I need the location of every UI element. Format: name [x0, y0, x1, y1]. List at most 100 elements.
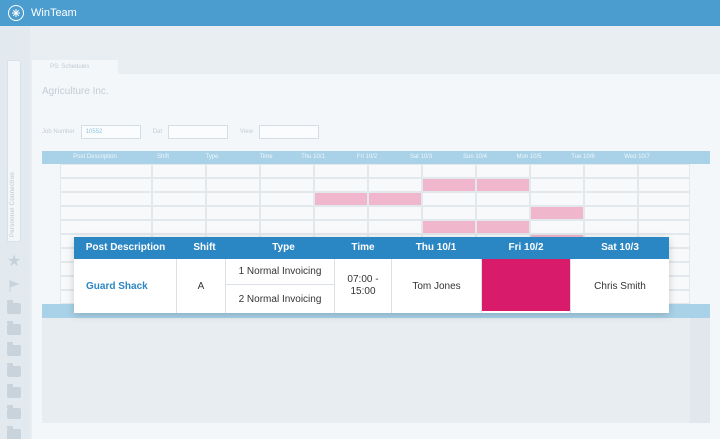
- personnel-connection-panel[interactable]: Personnel Connection: [7, 60, 21, 242]
- grid-cell[interactable]: [60, 206, 152, 220]
- grid-cell[interactable]: [260, 220, 314, 234]
- view-label: View: [240, 129, 253, 135]
- popup-col-post-description: Post Description: [85, 242, 166, 253]
- scrollbar[interactable]: [690, 318, 710, 423]
- grid-cell[interactable]: [422, 220, 476, 234]
- grid-cell[interactable]: [260, 178, 314, 192]
- folder-icon[interactable]: [7, 321, 21, 335]
- col-mon: Mon 10/5: [516, 154, 542, 160]
- grid-cell[interactable]: [584, 178, 638, 192]
- grid-cell[interactable]: [638, 164, 690, 178]
- grid-cell[interactable]: [638, 192, 690, 206]
- col-sun: Sun 10/4: [462, 154, 488, 160]
- grid-cell[interactable]: [368, 206, 422, 220]
- grid-cell[interactable]: [368, 192, 422, 206]
- app-logo-icon[interactable]: [8, 5, 24, 21]
- grid-cell[interactable]: [152, 220, 206, 234]
- app-title: WinTeam: [31, 7, 77, 19]
- folder-icon[interactable]: [7, 300, 21, 314]
- job-number-field[interactable]: 10552: [80, 125, 141, 139]
- grid-cell[interactable]: [530, 220, 584, 234]
- folder-icon[interactable]: [7, 405, 21, 419]
- grid-cell[interactable]: [206, 178, 260, 192]
- grid-cell[interactable]: [206, 164, 260, 178]
- grid-cell[interactable]: [152, 192, 206, 206]
- grid-cell[interactable]: [206, 192, 260, 206]
- grid-cell[interactable]: [314, 164, 368, 178]
- grid-cell[interactable]: [422, 192, 476, 206]
- popup-col-thu: Thu 10/1: [415, 242, 457, 253]
- grid-cell[interactable]: [638, 220, 690, 234]
- grid-cell[interactable]: [152, 206, 206, 220]
- grid-cell[interactable]: [638, 206, 690, 220]
- col-post-description: Post Description: [73, 154, 117, 160]
- popup-col-sat: Sat 10/3: [601, 242, 639, 253]
- grid-cell[interactable]: [60, 220, 152, 234]
- grid-cell[interactable]: [60, 192, 152, 206]
- grid-cell[interactable]: [60, 178, 152, 192]
- thu-assignment-cell[interactable]: Tom Jones: [392, 259, 482, 313]
- time-cell[interactable]: 07:00 - 15:00: [335, 259, 392, 313]
- col-time: Time: [259, 154, 273, 160]
- folder-icon[interactable]: [7, 384, 21, 398]
- grid-cell[interactable]: [368, 220, 422, 234]
- sat-assignment-cell[interactable]: Chris Smith: [570, 259, 669, 313]
- grid-cell[interactable]: [206, 206, 260, 220]
- grid-cell[interactable]: [60, 164, 152, 178]
- grid-cell[interactable]: [476, 206, 530, 220]
- grid-cell[interactable]: [584, 206, 638, 220]
- fri-open-shift-cell[interactable]: [482, 259, 570, 311]
- job-number-label: Job Number: [42, 129, 75, 135]
- schedule-grid-header: Post Description Shift Type Time Thu 10/…: [42, 151, 710, 164]
- company-name: Agriculture Inc.: [42, 86, 109, 97]
- grid-cell[interactable]: [638, 178, 690, 192]
- date-label: Dat: [152, 129, 163, 135]
- popup-col-shift: Shift: [193, 242, 216, 253]
- grid-cell[interactable]: [314, 192, 368, 206]
- grid-cell[interactable]: [584, 192, 638, 206]
- popup-col-fri: Fri 10/2: [508, 242, 544, 253]
- type-cell[interactable]: 2 Normal Invoicing: [226, 285, 335, 313]
- popup-col-time: Time: [351, 242, 375, 253]
- grid-cell[interactable]: [476, 178, 530, 192]
- grid-cell[interactable]: [422, 206, 476, 220]
- grid-cell[interactable]: [260, 206, 314, 220]
- grid-cell[interactable]: [530, 192, 584, 206]
- post-description-link[interactable]: Guard Shack: [74, 259, 177, 313]
- type-cell[interactable]: 1 Normal Invoicing: [226, 259, 335, 285]
- tab-ps-schedules[interactable]: PS: Schedules: [32, 60, 118, 74]
- schedule-detail-popup: Post Description Shift Type Time Thu 10/…: [74, 237, 669, 313]
- col-thu: Thu 10/1: [301, 154, 325, 160]
- folder-icon[interactable]: [7, 426, 21, 439]
- popup-col-type: Type: [272, 242, 295, 253]
- grid-cell[interactable]: [476, 192, 530, 206]
- grid-cell[interactable]: [152, 178, 206, 192]
- grid-cell[interactable]: [530, 178, 584, 192]
- grid-cell[interactable]: [260, 192, 314, 206]
- grid-cell[interactable]: [530, 164, 584, 178]
- date-field[interactable]: [168, 125, 229, 139]
- grid-cell[interactable]: [476, 164, 530, 178]
- grid-cell[interactable]: [206, 220, 260, 234]
- folder-icon[interactable]: [7, 363, 21, 377]
- grid-cell[interactable]: [530, 206, 584, 220]
- grid-cell[interactable]: [422, 178, 476, 192]
- grid-cell[interactable]: [314, 220, 368, 234]
- title-bar: WinTeam: [0, 0, 720, 26]
- grid-cell[interactable]: [314, 206, 368, 220]
- folder-icon[interactable]: [7, 342, 21, 356]
- shift-cell[interactable]: A: [177, 259, 226, 313]
- grid-cell[interactable]: [422, 164, 476, 178]
- favorites-star-icon[interactable]: ★: [7, 253, 22, 270]
- flag-icon[interactable]: [7, 279, 21, 293]
- grid-cell[interactable]: [314, 178, 368, 192]
- view-field[interactable]: [258, 125, 319, 139]
- grid-cell[interactable]: [368, 164, 422, 178]
- grid-cell[interactable]: [476, 220, 530, 234]
- col-tue: Tue 10/6: [571, 154, 595, 160]
- grid-cell[interactable]: [584, 220, 638, 234]
- grid-cell[interactable]: [260, 164, 314, 178]
- grid-cell[interactable]: [584, 164, 638, 178]
- grid-cell[interactable]: [368, 178, 422, 192]
- grid-cell[interactable]: [152, 164, 206, 178]
